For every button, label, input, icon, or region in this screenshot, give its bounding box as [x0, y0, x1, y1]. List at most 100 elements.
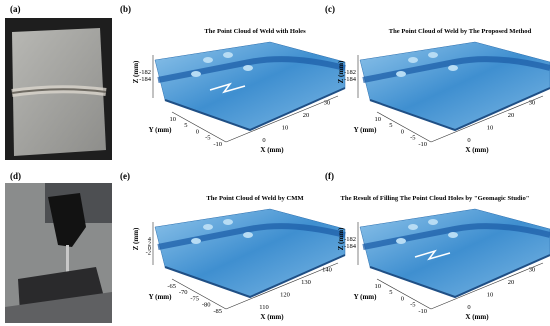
y-tick-label: 5 — [389, 122, 392, 129]
y-axis — [376, 111, 432, 143]
surface — [154, 41, 346, 131]
x-tick-label: 10 — [487, 292, 494, 299]
z-tick-label: -182 — [139, 69, 151, 76]
y-tick-label: -80 — [202, 302, 211, 309]
panel-label: (d) — [10, 171, 21, 181]
y-tick-label: 5 — [184, 122, 187, 129]
panel: (b) The Point Cloud of Weld with Holes Z (… — [120, 4, 346, 154]
z-tick-label: 2 — [148, 241, 151, 248]
plate — [18, 267, 104, 313]
y-axis — [171, 111, 227, 143]
hole — [448, 232, 458, 238]
y-tick-label: -85 — [213, 308, 222, 315]
x-tick-label: 0 — [467, 137, 470, 144]
weld-bead — [362, 223, 550, 250]
panel-label: (f) — [325, 171, 334, 181]
y-tick-label: -75 — [190, 295, 199, 302]
surface-base — [369, 87, 550, 132]
stylus — [66, 245, 69, 273]
y-tick-label: -5 — [205, 135, 210, 142]
z-tick-label: 0 — [148, 245, 151, 252]
probe — [48, 193, 86, 247]
z-tick-label: -184 — [139, 76, 152, 83]
panel: (a) — [5, 4, 112, 160]
z-tick-label: -184 — [344, 243, 357, 250]
z-axis-label: Z (mm) — [337, 60, 345, 83]
y-axis-label: Y (mm) — [354, 293, 378, 301]
panel-title: The Point Cloud of Weld by CMM — [206, 195, 304, 202]
y-axis — [376, 278, 432, 310]
x-tick-label: 20 — [508, 279, 515, 286]
y-tick-label: -70 — [179, 289, 188, 296]
z-tick-label: -184 — [344, 76, 357, 83]
surface — [154, 208, 346, 298]
hole — [223, 219, 233, 225]
hole — [223, 52, 233, 58]
x-axis-label: X (mm) — [465, 146, 489, 154]
z-axis-label: Z (mm) — [132, 60, 140, 83]
hole-gap — [209, 82, 246, 94]
panel-label: (a) — [10, 4, 21, 14]
z-axis-label: Z (mm) — [337, 227, 345, 250]
hole-gap — [414, 249, 451, 261]
y-axis — [171, 278, 227, 310]
z-tick-label: -182 — [344, 236, 356, 243]
y-axis-label: Y (mm) — [354, 126, 378, 134]
hole — [191, 238, 201, 244]
weld-bead — [157, 56, 346, 83]
x-tick-label: 10 — [487, 125, 494, 132]
hole — [408, 224, 418, 230]
x-axis — [430, 262, 544, 310]
surface-base — [369, 254, 550, 299]
panel: (f) The Result of Filling The Point Cloud… — [325, 171, 550, 321]
hole — [243, 232, 253, 238]
hole — [203, 224, 213, 230]
y-tick-label: 10 — [170, 116, 177, 123]
z-axis-label: Z (mm) — [132, 227, 140, 250]
x-tick-label: 110 — [259, 304, 269, 311]
z-tick-label: -182 — [344, 69, 356, 76]
panel: (c) The Point Cloud of Weld by The Propos… — [325, 4, 550, 154]
z-tick-label: 4 — [148, 236, 152, 243]
x-axis — [430, 95, 544, 143]
x-tick-label: 30 — [324, 100, 331, 107]
surface-base — [164, 87, 346, 132]
x-tick-label: 130 — [301, 279, 311, 286]
weld-bead — [157, 223, 346, 250]
y-tick-label: 0 — [196, 128, 199, 135]
x-tick-label: 20 — [303, 112, 310, 119]
y-tick-label: 0 — [401, 295, 404, 302]
y-tick-label: -10 — [213, 141, 222, 148]
x-axis-label: X (mm) — [465, 313, 489, 321]
y-tick-label: -5 — [410, 135, 415, 142]
hole — [428, 52, 438, 58]
x-axis-label: X (mm) — [260, 313, 284, 321]
y-axis-label: Y (mm) — [149, 126, 173, 134]
panel-label: (c) — [325, 4, 335, 14]
panel-label: (b) — [120, 4, 131, 14]
panel: (e) The Point Cloud of Weld by CMM Z (mm) 4… — [120, 171, 346, 321]
hole — [396, 71, 406, 77]
x-tick-label: 120 — [280, 292, 290, 299]
y-tick-label: -10 — [418, 141, 427, 148]
hole — [408, 57, 418, 63]
panel-title: The Result of Filling The Point Cloud Ho… — [341, 195, 530, 202]
y-tick-label: -10 — [418, 308, 427, 315]
hole — [448, 65, 458, 71]
hole — [203, 57, 213, 63]
surface — [359, 208, 550, 298]
x-tick-label: 140 — [322, 267, 332, 274]
z-tick-label: -2 — [146, 250, 151, 257]
y-axis-label: Y (mm) — [149, 293, 173, 301]
hole — [428, 219, 438, 225]
surface-base — [164, 254, 346, 299]
panel-title: The Point Cloud of Weld by The Proposed … — [389, 28, 532, 35]
y-tick-label: 0 — [401, 128, 404, 135]
table — [5, 292, 112, 323]
y-tick-label: 5 — [389, 289, 392, 296]
x-tick-label: 0 — [262, 137, 265, 144]
x-axis-label: X (mm) — [260, 146, 284, 154]
panel: (d) — [5, 171, 112, 323]
x-tick-label: 30 — [529, 100, 536, 107]
